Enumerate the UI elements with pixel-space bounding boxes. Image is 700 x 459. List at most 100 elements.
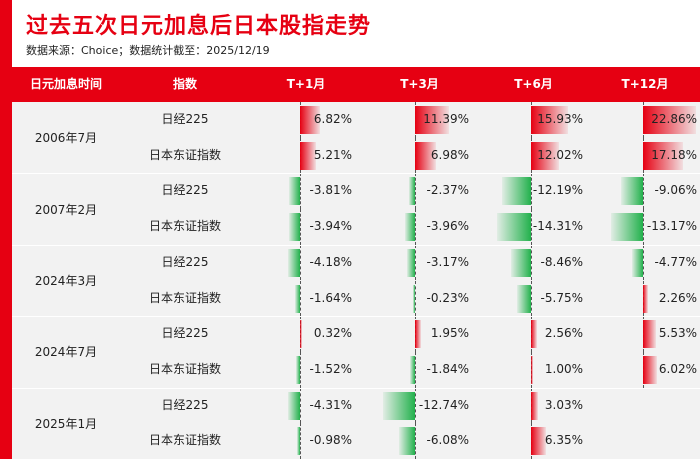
group-separator: [12, 316, 700, 318]
negative-data-bar: [382, 391, 415, 420]
positive-data-bar: [415, 320, 421, 349]
value-label: 6.98%: [430, 147, 469, 162]
negative-data-bar: [502, 177, 531, 206]
negative-data-bar: [399, 427, 415, 456]
index-name: 日经225: [161, 183, 209, 198]
value-label: 6.02%: [658, 361, 697, 376]
brand-accent-bar: [0, 0, 12, 459]
value-label: -3.94%: [309, 219, 352, 234]
value-label: 1.00%: [544, 361, 583, 376]
value-label: 12.02%: [537, 147, 583, 162]
data-source-note: 数据来源：Choice；数据统计截至：2025/12/19: [26, 44, 270, 57]
zero-axis-line: [531, 209, 532, 245]
positive-data-bar: [300, 106, 321, 134]
table-header: 日元加息时间 指数 T+1月 T+3月 T+6月 T+12月: [12, 67, 700, 102]
value-label: 5.53%: [658, 326, 697, 341]
value-label: 22.86%: [651, 112, 697, 126]
zero-axis-line: [531, 280, 532, 317]
table-row: 日经225 -4.18% -3.17% -8.46% -4.77%: [12, 244, 700, 281]
negative-data-bar: [404, 213, 415, 242]
index-name: 日经225: [161, 254, 209, 269]
value-label: 6.82%: [313, 112, 352, 126]
negative-data-bar: [287, 248, 300, 277]
index-name: 日本东证指数: [148, 147, 221, 162]
negative-data-bar: [511, 248, 531, 277]
negative-data-bar: [410, 355, 415, 384]
positive-data-bar: [643, 141, 683, 170]
negative-data-bar: [631, 248, 643, 277]
value-label: 3.03%: [544, 397, 583, 412]
header-t6: T+6月: [514, 77, 553, 91]
negative-data-bar: [288, 177, 300, 206]
group-separator: [12, 387, 700, 389]
value-label: -5.75%: [540, 290, 583, 305]
value-label: -14.31%: [532, 219, 583, 234]
value-label: 2.56%: [544, 326, 583, 341]
value-label: 6.35%: [544, 433, 583, 448]
header-date: 日元加息时间: [29, 77, 102, 91]
header-t1: T+1月: [286, 77, 326, 91]
value-label: -4.31%: [309, 397, 352, 412]
positive-data-bar: [531, 355, 534, 384]
negative-data-bar: [406, 248, 415, 277]
value-label: -4.18%: [309, 254, 352, 269]
zero-axis-line: [300, 244, 301, 281]
positive-data-bar: [643, 106, 696, 134]
positive-data-bar: [531, 391, 539, 420]
value-label: -1.84%: [426, 361, 469, 376]
negative-data-bar: [621, 177, 643, 206]
zero-axis-line: [300, 280, 301, 317]
zero-axis-line: [415, 209, 416, 245]
value-label: -6.08%: [426, 433, 469, 448]
zero-axis-line: [300, 423, 301, 459]
group-background: [12, 316, 700, 388]
table-row: 日经225 -3.81% -2.37% -12.19% -9.06%: [12, 173, 700, 210]
value-label: -1.52%: [309, 361, 352, 376]
index-name: 日经225: [161, 326, 209, 341]
header-index: 指数: [172, 77, 197, 91]
zero-axis-line: [643, 244, 644, 281]
positive-data-bar: [531, 427, 546, 456]
value-label: -12.19%: [532, 183, 583, 198]
zero-axis-line: [643, 173, 644, 210]
value-label: 0.32%: [313, 326, 352, 341]
negative-data-bar: [287, 391, 300, 420]
value-label: 11.39%: [423, 112, 469, 126]
header-t12: T+12月: [621, 77, 669, 91]
index-name: 日经225: [161, 397, 209, 412]
positive-data-bar: [531, 320, 538, 349]
value-label: -8.46%: [540, 254, 583, 269]
table-row: 日经225 0.32% 1.95% 2.56% 5.53%: [12, 316, 700, 352]
value-label: -3.17%: [426, 254, 469, 269]
value-label: -3.96%: [426, 219, 469, 234]
hike-date: 2024年3月: [34, 273, 98, 288]
table-row: 日本东证指数 -3.94% -3.96% -14.31% -13.17%: [12, 209, 700, 245]
hike-date: 2007年2月: [34, 202, 98, 217]
zero-axis-line: [531, 244, 532, 281]
value-label: -3.81%: [309, 183, 352, 198]
positive-data-bar: [643, 284, 649, 313]
negative-data-bar: [295, 355, 300, 384]
group-separator: [12, 244, 700, 246]
negative-data-bar: [517, 284, 531, 313]
negative-data-bar: [497, 213, 531, 242]
group-separator: [12, 173, 700, 175]
page-title: 过去五次日元加息后日本股指走势: [26, 14, 372, 39]
value-label: -0.23%: [426, 290, 469, 305]
zero-axis-line: [415, 280, 416, 317]
table-row: 日本东证指数 -1.52% -1.84% 1.00% 6.02%: [12, 351, 700, 388]
positive-data-bar: [643, 355, 657, 384]
zero-axis-line: [300, 209, 301, 245]
value-label: 2.26%: [658, 290, 697, 305]
table-row: 日本东证指数 -1.64% -0.23% -5.75% 2.26%: [12, 280, 700, 317]
value-label: -1.64%: [309, 290, 352, 305]
zero-axis-line: [531, 173, 532, 210]
positive-data-bar: [531, 106, 569, 134]
zero-axis-line: [643, 209, 644, 245]
value-label: 1.95%: [430, 326, 469, 341]
negative-data-bar: [288, 213, 300, 242]
header-t3: T+3月: [400, 77, 439, 91]
negative-data-bar: [297, 427, 300, 456]
group-background: [12, 244, 700, 317]
zero-axis-line: [415, 351, 416, 388]
